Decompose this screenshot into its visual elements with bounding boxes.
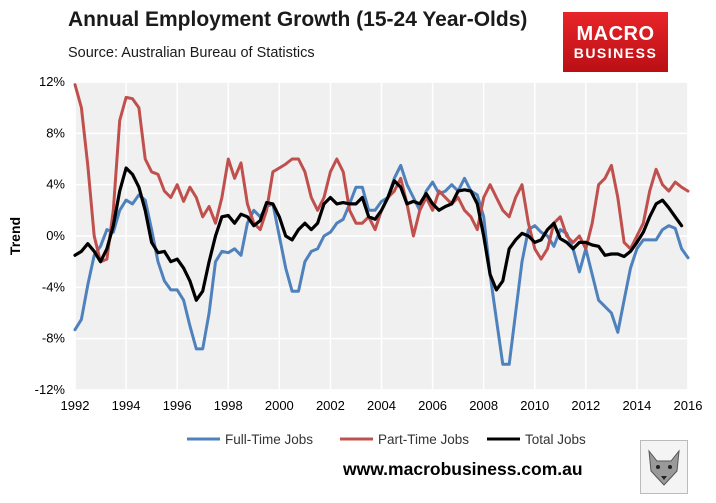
x-tick-label: 1994 (112, 398, 141, 413)
fox-face-icon (640, 440, 688, 494)
x-tick-label: 2002 (316, 398, 345, 413)
x-tick-label: 2012 (571, 398, 600, 413)
legend-label-2: Part-Time Jobs (378, 432, 469, 447)
footer-url: www.macrobusiness.com.au (343, 459, 583, 479)
x-tick-label: 2000 (265, 398, 294, 413)
logo-line-macro: MACRO (576, 23, 655, 45)
x-tick-label: 2008 (469, 398, 498, 413)
macrobusiness-logo: MACRO BUSINESS (563, 12, 668, 72)
chart-title: Annual Employment Growth (15-24 Year-Old… (68, 8, 528, 31)
y-tick-label: -8% (42, 331, 66, 346)
series-line-3 (73, 166, 684, 302)
chart-subtitle: Source: Australian Bureau of Statistics (68, 45, 315, 61)
x-tick-label: 2006 (418, 398, 447, 413)
logo-line-business: BUSINESS (573, 45, 658, 61)
y-tick-label: -12% (35, 382, 66, 397)
y-tick-label: -4% (42, 279, 66, 294)
y-tick-label: 12% (39, 74, 65, 89)
legend-label-3: Total Jobs (525, 432, 586, 447)
x-tick-label: 1996 (163, 398, 192, 413)
x-tick-label: 2010 (520, 398, 549, 413)
x-tick-label: 1992 (61, 398, 90, 413)
x-tick-label: 2016 (674, 398, 703, 413)
y-axis-label: Trend (7, 217, 23, 255)
y-tick-label: 8% (46, 125, 65, 140)
y-tick-label: 0% (46, 228, 65, 243)
y-tick-label: 4% (46, 177, 65, 192)
legend-label-1: Full-Time Jobs (225, 432, 313, 447)
x-tick-label: 2004 (367, 398, 396, 413)
x-tick-label: 1998 (214, 398, 243, 413)
x-tick-label: 2014 (622, 398, 651, 413)
